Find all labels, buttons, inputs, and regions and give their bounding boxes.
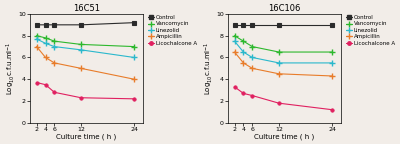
- Linezolid: [250, 57, 255, 58]
- Ampicillin: [132, 78, 137, 80]
- Y-axis label: Log$_{10}$c.f.u.ml$^{-1}$: Log$_{10}$c.f.u.ml$^{-1}$: [202, 42, 214, 95]
- Licochalcone A: [276, 102, 281, 104]
- Line: Vancomycin: Vancomycin: [232, 33, 335, 55]
- Control: [132, 22, 137, 23]
- Control: [250, 24, 255, 26]
- Ampicillin: [250, 68, 255, 69]
- Licochalcone A: [79, 97, 84, 99]
- Ampicillin: [276, 73, 281, 75]
- Vancomycin: [232, 35, 237, 37]
- Title: 16C51: 16C51: [73, 4, 100, 13]
- Licochalcone A: [43, 84, 48, 86]
- Vancomycin: [330, 51, 334, 53]
- Licochalcone A: [132, 98, 137, 100]
- Vancomycin: [43, 37, 48, 39]
- Legend: Control, Vancomycin, Linezolid, Ampicillin, Licochalcone A: Control, Vancomycin, Linezolid, Ampicill…: [345, 15, 396, 46]
- Legend: Control, Vancomycin, Linezolid, Ampicillin, Licochalcone A: Control, Vancomycin, Linezolid, Ampicill…: [147, 15, 198, 46]
- Line: Licochalcone A: Licochalcone A: [35, 81, 136, 101]
- Vancomycin: [250, 46, 255, 48]
- Licochalcone A: [232, 86, 237, 88]
- X-axis label: Culture time ( h ): Culture time ( h ): [56, 133, 117, 140]
- Control: [276, 24, 281, 26]
- Licochalcone A: [34, 82, 39, 83]
- Control: [232, 24, 237, 26]
- Line: Control: Control: [232, 23, 334, 27]
- Y-axis label: Log$_{10}$c.f.u.ml$^{-1}$: Log$_{10}$c.f.u.ml$^{-1}$: [4, 42, 17, 95]
- Linezolid: [276, 62, 281, 64]
- Line: Vancomycin: Vancomycin: [34, 33, 138, 50]
- Control: [330, 24, 334, 26]
- Vancomycin: [52, 40, 57, 42]
- Line: Ampicillin: Ampicillin: [34, 43, 138, 82]
- Vancomycin: [276, 51, 281, 53]
- Control: [241, 24, 246, 26]
- Ampicillin: [232, 51, 237, 53]
- Ampicillin: [241, 62, 246, 64]
- Vancomycin: [132, 46, 137, 48]
- Line: Licochalcone A: Licochalcone A: [233, 85, 334, 111]
- Control: [79, 24, 84, 26]
- Linezolid: [79, 49, 84, 51]
- Line: Linezolid: Linezolid: [34, 36, 138, 61]
- Control: [43, 24, 48, 26]
- Ampicillin: [330, 75, 334, 77]
- Control: [34, 24, 39, 26]
- Licochalcone A: [52, 91, 57, 93]
- Line: Linezolid: Linezolid: [232, 38, 335, 66]
- Linezolid: [52, 46, 57, 48]
- Ampicillin: [52, 62, 57, 64]
- Vancomycin: [34, 35, 39, 37]
- Title: 16C106: 16C106: [268, 4, 301, 13]
- Line: Ampicillin: Ampicillin: [232, 49, 335, 79]
- X-axis label: Culture time ( h ): Culture time ( h ): [254, 133, 315, 140]
- Licochalcone A: [330, 109, 334, 111]
- Line: Control: Control: [34, 21, 136, 27]
- Ampicillin: [79, 68, 84, 69]
- Linezolid: [34, 38, 39, 40]
- Ampicillin: [34, 46, 39, 48]
- Licochalcone A: [241, 93, 246, 94]
- Linezolid: [232, 40, 237, 42]
- Vancomycin: [79, 43, 84, 45]
- Linezolid: [132, 57, 137, 58]
- Linezolid: [43, 42, 48, 44]
- Linezolid: [330, 62, 334, 64]
- Vancomycin: [241, 40, 246, 42]
- Ampicillin: [43, 57, 48, 58]
- Linezolid: [241, 51, 246, 53]
- Control: [52, 24, 57, 26]
- Licochalcone A: [250, 95, 255, 96]
